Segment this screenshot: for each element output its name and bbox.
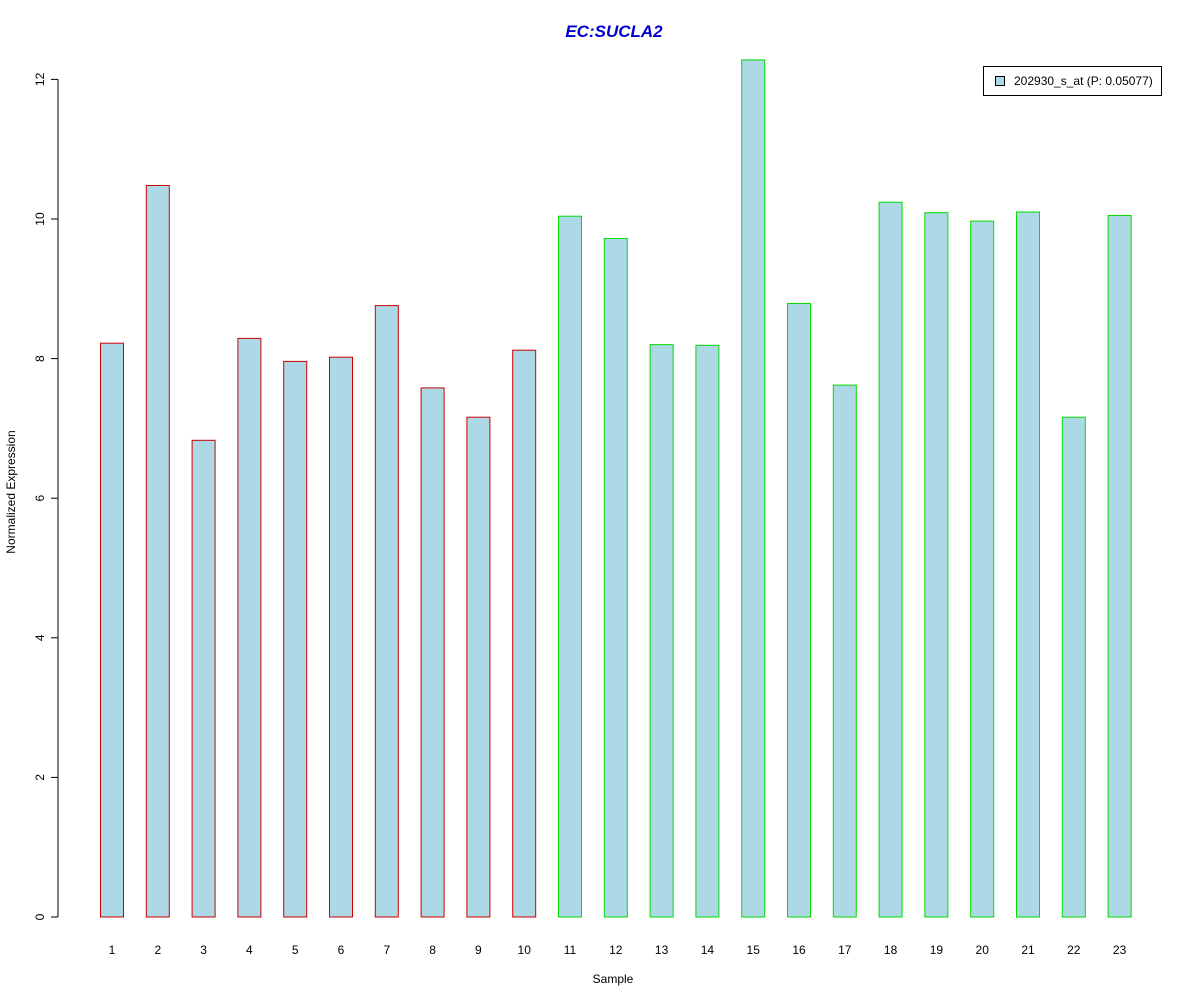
x-tick-labels: 1 2 3 4 5 6 7 8 9 10 11 12 13 14 15 16 17 18 19 20 21 22 23 bbox=[109, 943, 1127, 957]
bar-sample-11 bbox=[558, 215, 582, 918]
bar-sample-19 bbox=[924, 212, 949, 918]
x-tick-label: 12 bbox=[609, 943, 623, 957]
bars-group bbox=[100, 59, 1132, 918]
y-tick-label: 10 bbox=[33, 212, 47, 226]
bar-sample-23 bbox=[1107, 215, 1132, 918]
bar-sample-6 bbox=[329, 356, 353, 918]
bar-sample-12 bbox=[603, 238, 628, 918]
x-tick-label: 4 bbox=[246, 943, 253, 957]
x-tick-label: 2 bbox=[154, 943, 161, 957]
legend-swatch bbox=[995, 76, 1005, 86]
bar-sample-9 bbox=[466, 416, 491, 918]
x-tick-label: 11 bbox=[564, 943, 577, 957]
x-tick-label: 10 bbox=[518, 943, 532, 957]
bar-sample-3 bbox=[191, 439, 216, 918]
x-tick-label: 18 bbox=[884, 943, 898, 957]
legend-box bbox=[983, 66, 1162, 96]
chart-title: EC:SUCLA2 bbox=[565, 22, 663, 41]
bar-sample-14 bbox=[695, 344, 720, 918]
bar-sample-10 bbox=[512, 349, 537, 918]
bar-sample-8 bbox=[420, 387, 445, 918]
x-tick-label: 17 bbox=[838, 943, 852, 957]
x-tick-label: 21 bbox=[1021, 943, 1035, 957]
x-tick-label: 1 bbox=[109, 943, 116, 957]
x-tick-label: 15 bbox=[747, 943, 761, 957]
y-axis: 0 2 4 6 8 10 12 bbox=[33, 72, 59, 920]
legend-entry-label: 202930_s_at (P: 0.05077) bbox=[1014, 74, 1153, 88]
bar-sample-18 bbox=[878, 201, 903, 918]
x-tick-label: 14 bbox=[701, 943, 715, 957]
bar-sample-21 bbox=[1016, 211, 1040, 918]
x-tick-label: 5 bbox=[292, 943, 299, 957]
x-tick-label: 6 bbox=[338, 943, 345, 957]
legend: 202930_s_at (P: 0.05077) bbox=[983, 66, 1162, 96]
bar-sample-5 bbox=[283, 360, 308, 918]
bar-sample-20 bbox=[970, 220, 995, 918]
bar-sample-4 bbox=[237, 337, 262, 918]
x-tick-label: 7 bbox=[383, 943, 390, 957]
y-tick-label: 12 bbox=[33, 72, 47, 86]
y-axis-label: Normalized Expression bbox=[4, 430, 18, 553]
y-tick-label: 0 bbox=[33, 913, 47, 920]
x-tick-label: 16 bbox=[792, 943, 806, 957]
x-tick-label: 3 bbox=[200, 943, 207, 957]
x-tick-label: 19 bbox=[930, 943, 944, 957]
y-tick-label: 6 bbox=[33, 495, 47, 502]
x-tick-label: 8 bbox=[429, 943, 436, 957]
bar-sample-1 bbox=[100, 342, 124, 918]
x-tick-label: 9 bbox=[475, 943, 482, 957]
bar-sample-17 bbox=[832, 384, 857, 918]
x-tick-label: 20 bbox=[976, 943, 990, 957]
bar-sample-16 bbox=[787, 303, 811, 918]
y-tick-label: 8 bbox=[33, 355, 47, 362]
x-tick-label: 13 bbox=[655, 943, 669, 957]
y-tick-label: 2 bbox=[33, 774, 47, 781]
bar-sample-15 bbox=[741, 59, 766, 918]
y-tick-label: 4 bbox=[33, 634, 47, 641]
x-axis-label: Sample bbox=[593, 972, 634, 986]
bar-sample-22 bbox=[1061, 416, 1086, 918]
bar-sample-13 bbox=[649, 344, 674, 918]
x-tick-label: 22 bbox=[1067, 943, 1081, 957]
bar-sample-2 bbox=[145, 185, 170, 918]
x-tick-label: 23 bbox=[1113, 943, 1127, 957]
bar-sample-7 bbox=[374, 305, 399, 918]
